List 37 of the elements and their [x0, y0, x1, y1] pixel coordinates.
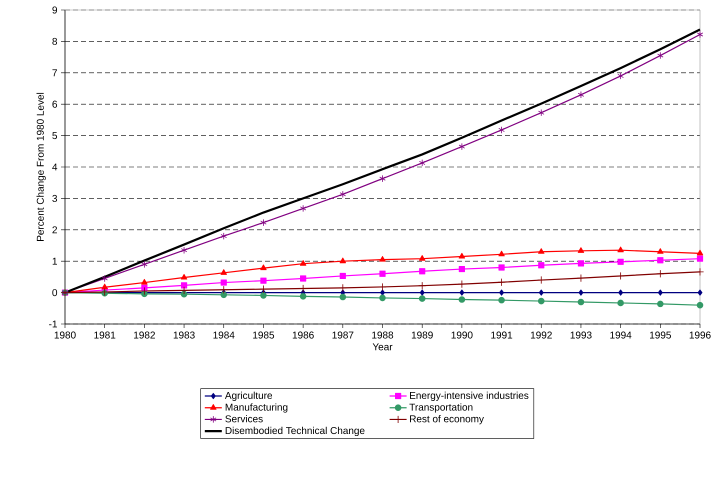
x-tick-label: 1994 — [610, 332, 632, 339]
y-axis-title: Percent Change From 1980 Level — [36, 92, 46, 241]
x-axis-title: Year — [372, 343, 392, 350]
y-tick-label: 3 — [52, 194, 58, 202]
x-tick-label: 1988 — [372, 332, 394, 339]
x-tick-label: 1995 — [650, 332, 671, 339]
x-tick-label: 1981 — [94, 332, 116, 339]
y-tick-label: 0 — [52, 289, 58, 296]
x-tick-label: 1982 — [134, 332, 155, 339]
legend-label: Rest of economy — [410, 415, 484, 424]
legend-label: Services — [225, 415, 263, 422]
y-tick-label: 7 — [52, 69, 57, 76]
legend-label: Energy-intensive industries — [410, 392, 528, 401]
y-tick-label: 2 — [52, 226, 57, 234]
x-tick-label: 1985 — [253, 332, 274, 339]
x-tick-label: 1996 — [690, 332, 711, 339]
x-tick-label: 1980 — [54, 332, 76, 339]
x-tick-label: 1987 — [332, 332, 354, 339]
x-tick-label: 1991 — [491, 332, 512, 339]
legend-label: Transportation — [409, 403, 472, 413]
y-tick-label: 4 — [52, 164, 58, 170]
legend-label: Manufacturing — [226, 403, 288, 413]
y-tick-label: 9 — [52, 6, 58, 14]
x-tick-label: 1993 — [570, 332, 592, 339]
y-tick-label: -1 — [49, 320, 57, 328]
x-tick-label: 1992 — [530, 332, 552, 339]
y-tick-label: 8 — [52, 38, 58, 45]
legend-label: Disembodied Technical Change — [226, 426, 365, 436]
x-tick-label: 1983 — [174, 332, 195, 339]
x-tick-label: 1984 — [213, 332, 235, 339]
x-tick-label: 1989 — [412, 332, 433, 339]
y-tick-label: 1 — [52, 258, 57, 265]
x-tick-label: 1986 — [292, 332, 314, 339]
x-tick-label: 1990 — [452, 332, 473, 339]
y-tick-label: 6 — [52, 100, 58, 108]
legend-label: Agriculture — [224, 392, 272, 401]
y-tick-label: 5 — [52, 132, 58, 140]
